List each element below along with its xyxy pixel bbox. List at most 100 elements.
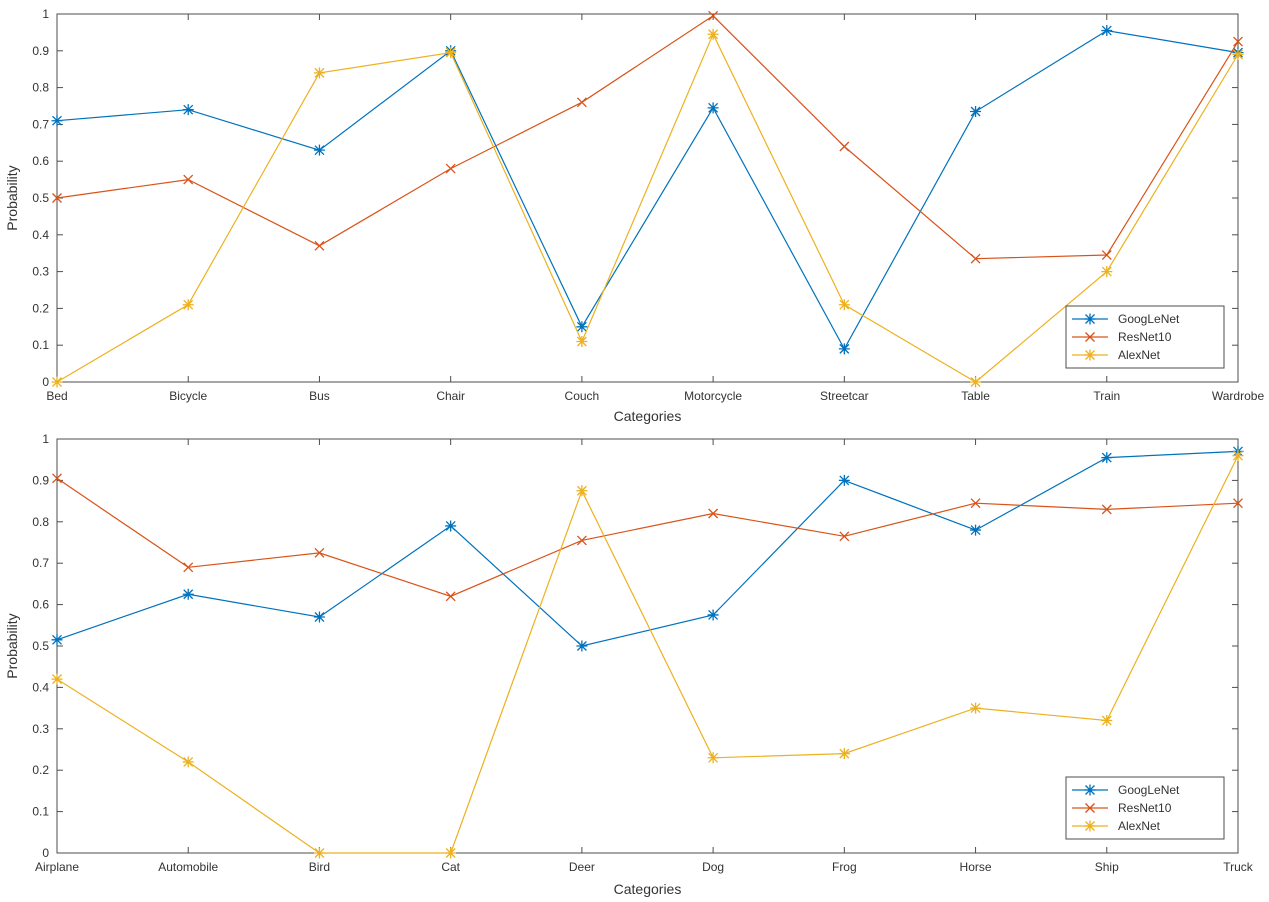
y-tick-label: 0.7: [32, 117, 49, 131]
legend-label-alexnet: AlexNet: [1118, 348, 1161, 362]
data-point-googlenet: [838, 474, 850, 486]
y-tick-label: 0.4: [32, 228, 49, 242]
axes-box: [56, 13, 1239, 383]
x-tick-label-motorcycle: Motorcycle: [684, 389, 742, 403]
series-resnet10: [52, 473, 1243, 602]
data-point-resnet10: [314, 240, 325, 251]
x-tick-label-deer: Deer: [569, 860, 595, 874]
y-tick-label: 0.6: [32, 154, 49, 168]
series-line-alexnet: [56, 455, 1239, 854]
data-point-alexnet: [707, 28, 719, 40]
data-point-googlenet: [576, 321, 588, 333]
y-tick-label: 0.9: [32, 44, 49, 58]
data-point-alexnet: [970, 376, 982, 388]
y-tick-label: 0: [42, 846, 49, 860]
x-tick-label-automobile: Automobile: [158, 860, 218, 874]
series-alexnet: [51, 28, 1244, 388]
data-point-alexnet: [313, 67, 325, 79]
data-point-alexnet: [707, 752, 719, 764]
data-point-resnet10: [708, 508, 719, 519]
legend-label-googlenet: GoogLeNet: [1118, 783, 1180, 797]
x-tick-label-frog: Frog: [832, 860, 857, 874]
data-point-resnet10: [183, 562, 194, 573]
series-line-googlenet: [56, 29, 1239, 351]
data-point-resnet10: [839, 531, 850, 542]
data-point-resnet10: [1101, 504, 1112, 515]
data-point-resnet10: [1233, 36, 1243, 47]
x-axis-title: Categories: [614, 881, 682, 897]
data-point-alexnet: [576, 485, 588, 497]
data-point-googlenet: [707, 609, 719, 621]
y-tick-label: 0.2: [32, 763, 49, 777]
data-point-googlenet: [182, 588, 194, 600]
legend-label-googlenet: GoogLeNet: [1118, 312, 1180, 326]
data-point-alexnet: [1101, 715, 1113, 727]
series-line-alexnet: [56, 32, 1239, 383]
legend-marker-resnet10: [1085, 803, 1095, 813]
chart-panel-1: 0 0.1 0.2 0.3 0.4 0.5 0.6 0.7 0.8 0.9 1 Bed Bicycle B…: [4, 7, 1264, 424]
series-alexnet: [51, 450, 1244, 859]
y-tick-label: 0.4: [32, 680, 49, 694]
y-tick-label: 0.2: [32, 301, 49, 315]
series-resnet10: [52, 10, 1243, 264]
legend-marker-googlenet: [1084, 784, 1096, 796]
data-point-resnet10: [314, 547, 325, 558]
x-tick-label-truck: Truck: [1223, 860, 1254, 874]
series-line-googlenet: [56, 450, 1239, 647]
data-point-resnet10: [52, 473, 62, 484]
y-tick-label: 0.8: [32, 515, 49, 529]
y-tick-label: 0.6: [32, 598, 49, 612]
data-point-alexnet: [313, 847, 325, 859]
legend-label-alexnet: AlexNet: [1118, 819, 1161, 833]
y-axis-title: Probability: [4, 613, 20, 678]
data-point-googlenet: [445, 520, 457, 532]
legend: GoogLeNet ResNet10 AlexNet: [1065, 305, 1225, 369]
chart-panel-2: 0 0.1 0.2 0.3 0.4 0.5 0.6 0.7 0.8 0.9 1 Airplane Aut…: [4, 432, 1254, 897]
y-tick-label: 0.3: [32, 722, 49, 736]
y-tick-label: 0.7: [32, 556, 49, 570]
data-point-alexnet: [1232, 48, 1244, 60]
data-point-resnet10: [708, 10, 719, 21]
data-point-googlenet: [1101, 452, 1113, 464]
y-tick-label: 0.5: [32, 191, 49, 205]
y-tick-label: 0.1: [32, 338, 49, 352]
legend-marker-resnet10: [1085, 332, 1095, 342]
y-tick-label: 0.9: [32, 473, 49, 487]
data-point-googlenet: [51, 634, 63, 646]
x-tick-label-train: Train: [1093, 389, 1120, 403]
y-tick-label: 1: [42, 432, 49, 446]
y-tick-label: 0.5: [32, 639, 49, 653]
x-tick-label-bicycle: Bicycle: [169, 389, 207, 403]
data-point-googlenet: [970, 524, 982, 536]
legend-marker-alexnet: [1084, 349, 1096, 361]
x-tick-label-couch: Couch: [565, 389, 600, 403]
x-tick-label-airplane: Airplane: [35, 860, 79, 874]
data-point-alexnet: [838, 299, 850, 311]
y-tick-label: 1: [42, 7, 49, 21]
data-point-alexnet: [576, 336, 588, 348]
data-point-resnet10: [970, 253, 981, 264]
x-tick-label-cat: Cat: [441, 860, 460, 874]
y-tick-label: 0.1: [32, 805, 49, 819]
y-tick-label: 0.3: [32, 265, 49, 279]
data-point-alexnet: [1101, 266, 1113, 278]
x-tick-label-table: Table: [961, 389, 990, 403]
legend-marker-googlenet: [1084, 313, 1096, 325]
data-point-alexnet: [445, 847, 457, 859]
series-line-resnet10: [56, 15, 1239, 260]
series-googlenet: [51, 25, 1244, 355]
x-tick-label-dog: Dog: [702, 860, 724, 874]
data-point-alexnet: [51, 673, 63, 685]
x-tick-label-bed: Bed: [46, 389, 67, 403]
x-tick-label-wardrobe: Wardrobe: [1212, 389, 1265, 403]
y-tick-label: 0: [42, 375, 49, 389]
data-point-resnet10: [970, 498, 981, 509]
data-point-alexnet: [1232, 450, 1244, 462]
data-point-googlenet: [313, 144, 325, 156]
data-point-resnet10: [445, 591, 456, 602]
y-axis-title: Probability: [4, 165, 20, 230]
x-axis-title: Categories: [614, 408, 682, 424]
series-googlenet: [51, 445, 1244, 652]
data-point-googlenet: [576, 640, 588, 652]
